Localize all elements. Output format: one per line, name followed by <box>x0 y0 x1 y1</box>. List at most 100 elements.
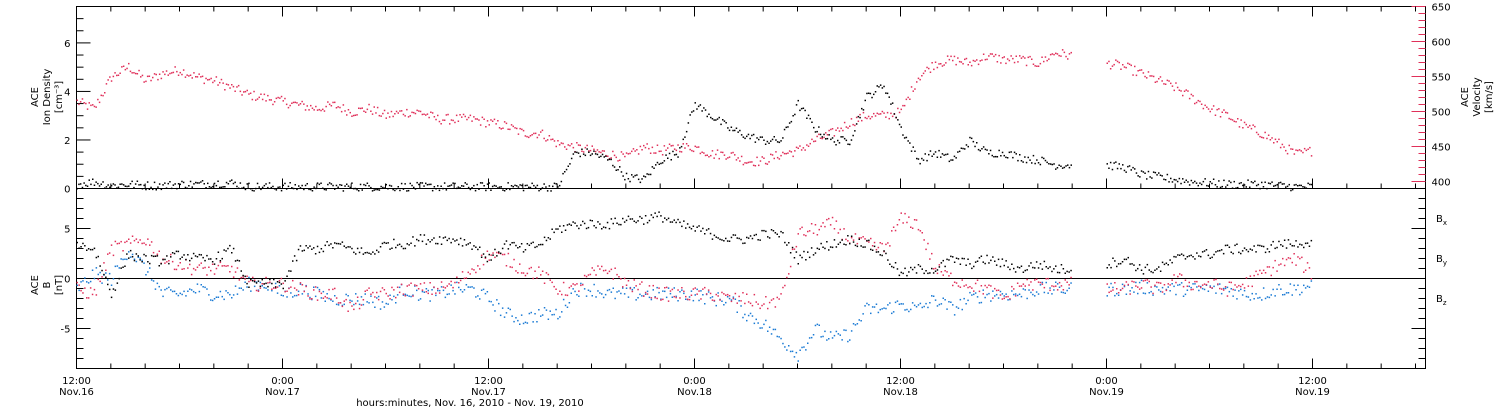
data-point <box>1266 137 1268 140</box>
data-point <box>175 268 178 271</box>
data-point <box>1020 57 1023 59</box>
x-tick-date-label: Nov.18 <box>677 387 712 398</box>
data-point <box>734 234 737 236</box>
data-point <box>398 286 401 289</box>
data-point <box>1047 267 1049 270</box>
data-point <box>480 254 483 257</box>
data-point <box>524 135 527 137</box>
data-point <box>428 183 430 186</box>
data-point <box>442 119 444 121</box>
data-point <box>260 93 262 95</box>
data-point <box>499 252 502 255</box>
data-point <box>1202 180 1205 183</box>
data-point <box>744 137 746 140</box>
data-point <box>601 265 603 268</box>
data-point <box>442 237 445 239</box>
data-point <box>98 101 101 104</box>
data-point <box>1179 283 1181 286</box>
data-point <box>287 185 290 188</box>
data-point <box>1014 295 1017 297</box>
data-point <box>842 136 844 138</box>
data-point <box>1203 250 1206 252</box>
data-point <box>322 250 325 253</box>
data-point <box>1173 274 1175 276</box>
data-point <box>208 266 210 268</box>
data-point <box>888 117 890 120</box>
data-point <box>361 189 363 191</box>
data-point <box>1009 298 1011 300</box>
data-point <box>129 183 132 185</box>
data-point <box>349 186 351 189</box>
data-point <box>829 246 832 248</box>
data-point <box>81 186 84 189</box>
data-point <box>782 232 784 234</box>
data-point <box>78 103 80 106</box>
data-point <box>560 142 563 144</box>
data-point <box>1206 106 1208 108</box>
data-point <box>620 278 622 280</box>
data-point <box>1011 285 1013 288</box>
data-point <box>751 304 754 307</box>
data-point <box>847 143 849 145</box>
data-point <box>274 282 277 285</box>
data-point <box>285 103 288 106</box>
data-point <box>871 116 873 118</box>
data-point <box>217 296 220 298</box>
data-point <box>845 238 847 241</box>
data-point <box>377 298 380 301</box>
data-point <box>450 280 452 283</box>
data-point <box>462 185 465 187</box>
data-point <box>664 290 666 293</box>
data-point <box>692 288 695 290</box>
data-point <box>650 297 653 299</box>
data-point <box>671 221 674 223</box>
data-point <box>1209 110 1211 113</box>
data-point <box>1285 186 1287 188</box>
data-point <box>87 297 90 299</box>
data-point <box>852 323 855 325</box>
data-point <box>526 135 528 138</box>
data-point <box>993 156 995 158</box>
data-point <box>860 237 862 239</box>
data-point <box>534 313 536 315</box>
data-point <box>1117 292 1120 294</box>
data-point <box>866 92 868 95</box>
data-point <box>801 256 803 259</box>
data-point <box>610 268 613 271</box>
data-point <box>303 249 305 252</box>
data-point <box>93 184 96 186</box>
data-point <box>353 251 355 254</box>
data-point <box>819 133 822 136</box>
data-point <box>940 303 943 305</box>
data-point <box>1142 72 1145 74</box>
data-point <box>335 107 338 109</box>
data-point <box>1032 63 1035 65</box>
data-point <box>739 160 741 162</box>
data-point <box>1230 288 1232 290</box>
data-point <box>211 299 214 302</box>
data-point <box>171 260 174 263</box>
data-point <box>1254 180 1256 183</box>
data-point <box>385 117 387 119</box>
data-point <box>299 282 302 284</box>
data-point <box>341 305 344 308</box>
data-point <box>945 153 947 156</box>
data-point <box>610 157 612 159</box>
data-point <box>90 104 92 107</box>
data-point <box>239 90 242 93</box>
data-point <box>1240 285 1242 288</box>
data-point <box>598 151 600 153</box>
data-point <box>236 293 239 295</box>
data-point <box>141 261 143 263</box>
data-point <box>992 256 994 258</box>
data-point <box>801 226 803 229</box>
data-point <box>355 293 357 295</box>
data-point <box>222 82 224 84</box>
data-point <box>933 153 935 155</box>
data-point <box>785 126 787 129</box>
data-point <box>153 73 156 75</box>
data-point <box>1183 90 1186 92</box>
data-point <box>395 302 397 304</box>
data-point <box>711 296 714 298</box>
